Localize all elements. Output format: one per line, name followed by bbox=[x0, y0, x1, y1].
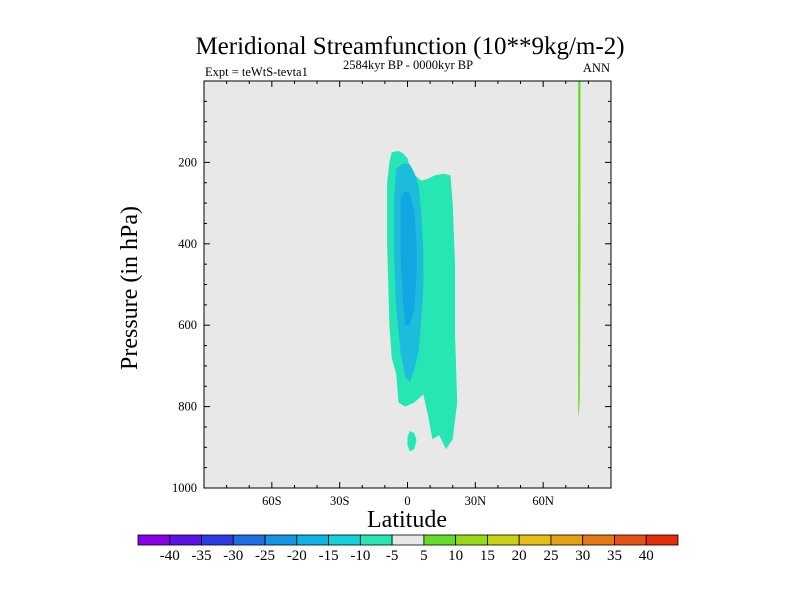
colorbar: -40 -35 -30 -25 -20 -15 -10 -5 5 10 15 20 25 30 35 40 bbox=[137, 534, 679, 564]
experiment-label: Expt = teWtS-tevta1 bbox=[205, 65, 308, 79]
colorbar-swatch bbox=[518, 534, 552, 546]
x-tick-label: 60S bbox=[262, 494, 282, 508]
y-tick-label: 200 bbox=[178, 155, 197, 169]
colorbar-swatch bbox=[296, 534, 329, 546]
region-neg-5-blob bbox=[407, 431, 417, 452]
colorbar-swatch bbox=[264, 534, 298, 546]
y-tick-label: 600 bbox=[178, 318, 197, 332]
axis-ticks: 60S 30S 0 30N 60N 200 400 600 800 1000 bbox=[172, 81, 611, 508]
x-tick-label: 30S bbox=[330, 494, 350, 508]
y-tick-label: 400 bbox=[178, 237, 197, 251]
colorbar-label: 5 bbox=[420, 548, 428, 564]
colorbar-swatch bbox=[614, 534, 647, 546]
x-tick-label: 30N bbox=[465, 494, 487, 508]
colorbar-swatch bbox=[487, 534, 520, 546]
colorbar-label: 25 bbox=[543, 548, 558, 564]
colorbar-label: -30 bbox=[223, 548, 243, 564]
colorbar-swatch bbox=[137, 534, 171, 546]
colorbar-swatch bbox=[201, 534, 234, 546]
colorbar-label: -15 bbox=[319, 548, 339, 564]
region-pos-5 bbox=[578, 81, 581, 417]
time-range-label: 2584kyr BP - 0000kyr BP bbox=[343, 58, 473, 72]
colorbar-label: -25 bbox=[255, 548, 275, 564]
x-tick-label: 60N bbox=[532, 494, 554, 508]
colorbar-swatch bbox=[645, 534, 679, 546]
colorbar-swatch bbox=[359, 534, 393, 546]
y-axis-label: Pressure (in hPa) bbox=[117, 206, 143, 370]
colorbar-swatch bbox=[328, 534, 361, 546]
colorbar-label: -35 bbox=[192, 548, 212, 564]
y-tick-label: 1000 bbox=[172, 481, 197, 495]
contour-regions bbox=[387, 81, 581, 452]
colorbar-label: -20 bbox=[287, 548, 307, 564]
chart-title: Meridional Streamfunction (10**9kg/m-2) bbox=[195, 33, 624, 60]
colorbar-label: 30 bbox=[575, 548, 590, 564]
colorbar-label: 35 bbox=[607, 548, 622, 564]
colorbar-swatch bbox=[582, 534, 615, 546]
colorbar-label: 20 bbox=[512, 548, 527, 564]
colorbar-label: 10 bbox=[448, 548, 463, 564]
season-label: ANN bbox=[583, 61, 610, 75]
colorbar-swatch bbox=[550, 534, 584, 546]
colorbar-label: -40 bbox=[160, 548, 180, 564]
colorbar-swatch bbox=[455, 534, 488, 546]
x-tick-label: 0 bbox=[404, 494, 410, 508]
y-tick-label: 800 bbox=[178, 400, 197, 414]
x-axis-label: Latitude bbox=[367, 507, 447, 533]
colorbar-label: -5 bbox=[386, 548, 399, 564]
colorbar-swatch bbox=[169, 534, 202, 546]
colorbar-label: 40 bbox=[639, 548, 654, 564]
region-neg-15 bbox=[400, 190, 417, 326]
colorbar-label: -10 bbox=[350, 548, 370, 564]
colorbar-swatch bbox=[391, 534, 425, 546]
colorbar-label: 15 bbox=[480, 548, 495, 564]
colorbar-swatch bbox=[423, 534, 457, 546]
colorbar-swatch bbox=[232, 534, 266, 546]
